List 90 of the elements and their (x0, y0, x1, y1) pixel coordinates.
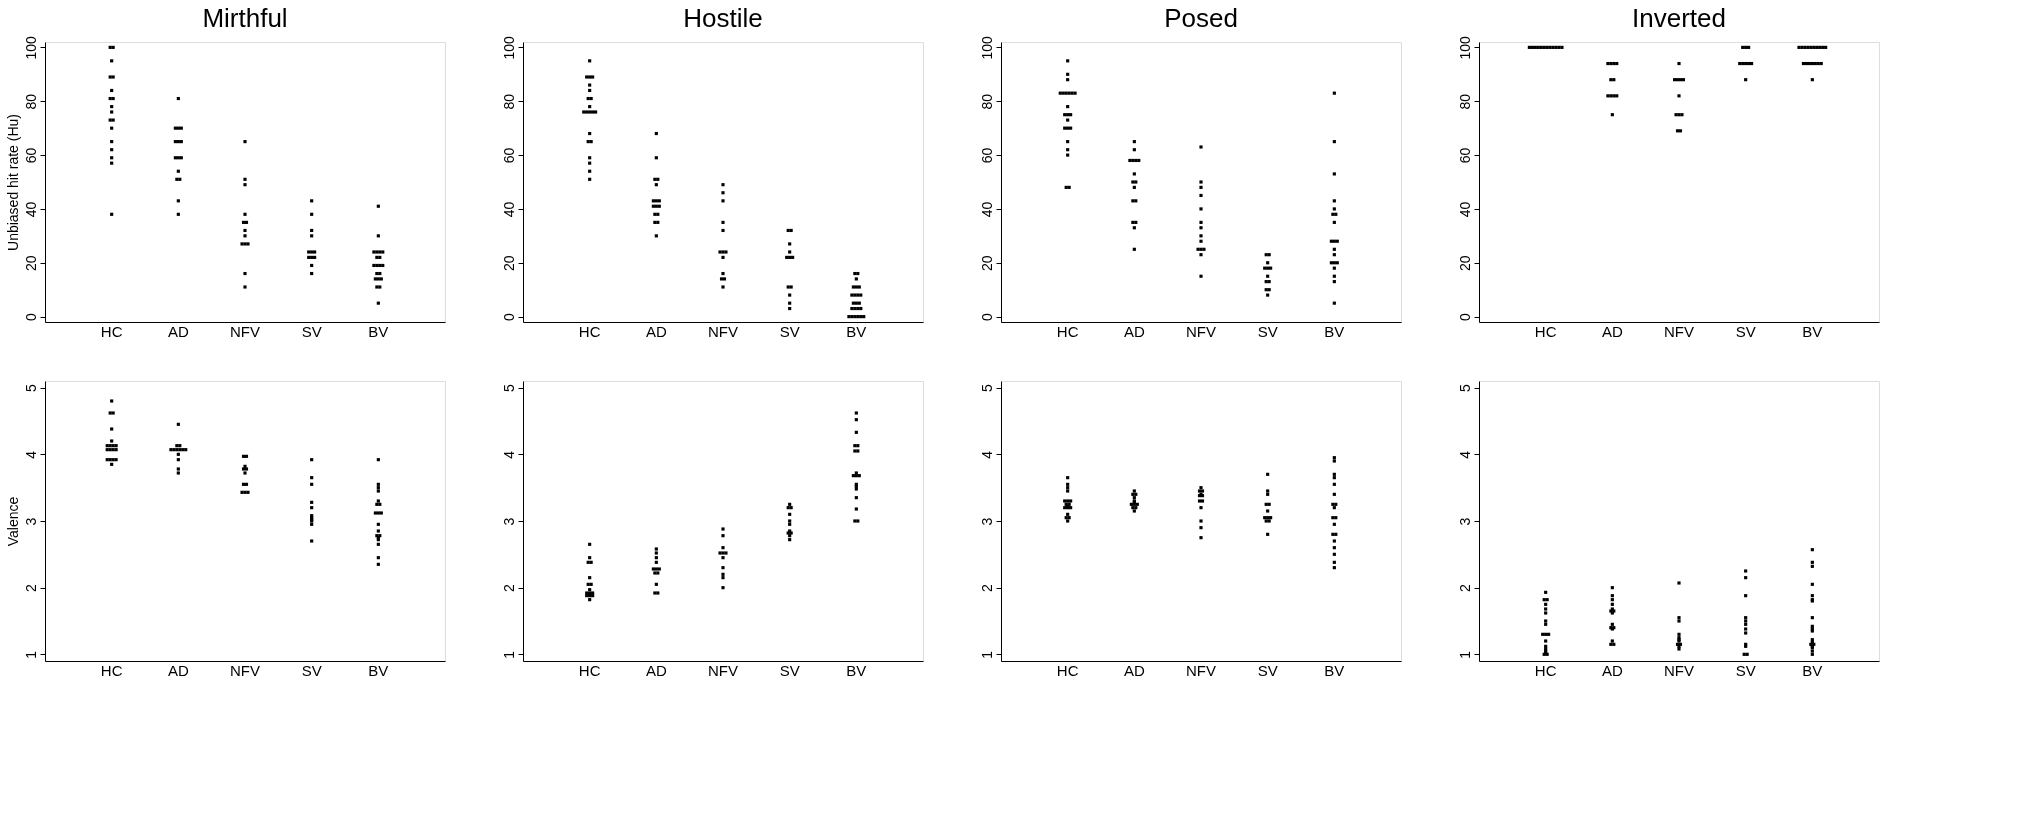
chart-title: Mirthful (202, 2, 288, 33)
y-tick-label: 2 (978, 584, 995, 593)
x-tick-label: NFV (708, 322, 738, 340)
y-tick-label: 1 (978, 650, 995, 659)
chart-title: Posed (1164, 2, 1238, 33)
y-tick-label: 3 (500, 517, 517, 526)
x-tick-label: BV (1802, 322, 1823, 340)
x-tick-label: NFV (708, 661, 738, 679)
y-tick-label: 20 (1456, 255, 1473, 272)
y-tick-label: 4 (22, 450, 39, 459)
y-tick-label: 80 (978, 93, 995, 110)
y-tick-label: 0 (22, 313, 39, 322)
y-tick-label: 40 (978, 201, 995, 218)
y-tick-label: 3 (22, 517, 39, 526)
x-tick-label: AD (645, 661, 667, 679)
y-tick-label: 100 (1456, 35, 1473, 60)
x-tick-label: AD (645, 322, 667, 340)
chart-title: Inverted (1632, 2, 1726, 33)
y-tick-label: 80 (500, 93, 517, 110)
y-tick-label: 40 (22, 201, 39, 218)
x-tick-label: AD (1601, 322, 1623, 340)
x-tick-label: SV (1257, 322, 1278, 340)
x-tick-label: BV (368, 661, 389, 679)
x-tick-label: NFV (1664, 322, 1694, 340)
y-tick-label: 0 (1456, 313, 1473, 322)
x-tick-label: SV (779, 661, 800, 679)
x-tick-label: SV (1735, 661, 1756, 679)
y-tick-label: 4 (1456, 450, 1473, 459)
chart-title: Hostile (683, 2, 763, 33)
x-tick-label: HC (1534, 661, 1557, 679)
x-tick-label: HC (578, 661, 601, 679)
y-tick-label: 5 (22, 384, 39, 393)
x-tick-label: AD (1123, 661, 1145, 679)
y-tick-label: 2 (22, 584, 39, 593)
x-tick-label: AD (167, 322, 189, 340)
y-tick-label: 0 (978, 313, 995, 322)
y-tick-label: 80 (1456, 93, 1473, 110)
x-tick-label: SV (1257, 661, 1278, 679)
x-tick-label: HC (1056, 661, 1079, 679)
x-tick-label: NFV (230, 322, 260, 340)
x-tick-label: BV (1802, 661, 1823, 679)
x-tick-label: SV (1735, 322, 1756, 340)
y-tick-label: 20 (22, 255, 39, 272)
y-tick-label: 1 (1456, 650, 1473, 659)
y-tick-label: 100 (978, 35, 995, 60)
x-tick-label: BV (1324, 322, 1345, 340)
y-tick-label: 1 (22, 650, 39, 659)
y-tick-label: 3 (978, 517, 995, 526)
y-tick-label: 20 (978, 255, 995, 272)
x-tick-label: NFV (1186, 661, 1216, 679)
x-tick-label: AD (1123, 322, 1145, 340)
y-tick-label: 100 (500, 35, 517, 60)
x-tick-label: NFV (230, 661, 260, 679)
y-tick-label: 5 (1456, 384, 1473, 393)
x-tick-label: NFV (1186, 322, 1216, 340)
y-tick-label: 60 (1456, 147, 1473, 164)
y-tick-label: 5 (500, 384, 517, 393)
x-tick-label: SV (301, 322, 322, 340)
x-tick-label: SV (301, 661, 322, 679)
x-tick-label: BV (368, 322, 389, 340)
x-tick-label: HC (578, 322, 601, 340)
x-tick-label: BV (846, 322, 867, 340)
x-tick-label: AD (1601, 661, 1623, 679)
y-tick-label: 2 (1456, 584, 1473, 593)
x-tick-label: HC (1534, 322, 1557, 340)
y-tick-label: 4 (500, 450, 517, 459)
y-axis-title: Valence (4, 496, 21, 547)
x-tick-label: HC (100, 661, 123, 679)
x-tick-label: SV (779, 322, 800, 340)
y-tick-label: 100 (22, 35, 39, 60)
y-tick-label: 5 (978, 384, 995, 393)
x-tick-label: HC (100, 322, 123, 340)
y-tick-label: 40 (1456, 201, 1473, 218)
x-tick-label: NFV (1664, 661, 1694, 679)
y-tick-label: 0 (500, 313, 517, 322)
x-tick-label: BV (846, 661, 867, 679)
y-tick-label: 80 (22, 93, 39, 110)
y-tick-label: 40 (500, 201, 517, 218)
y-tick-label: 20 (500, 255, 517, 272)
x-tick-label: AD (167, 661, 189, 679)
y-tick-label: 3 (1456, 517, 1473, 526)
y-tick-label: 60 (22, 147, 39, 164)
x-tick-label: BV (1324, 661, 1345, 679)
y-tick-label: 60 (500, 147, 517, 164)
x-tick-label: HC (1056, 322, 1079, 340)
y-tick-label: 4 (978, 450, 995, 459)
y-axis-title: Unbiased hit rate (Hu) (4, 114, 21, 251)
y-tick-label: 2 (500, 584, 517, 593)
y-tick-label: 60 (978, 147, 995, 164)
y-tick-label: 1 (500, 650, 517, 659)
